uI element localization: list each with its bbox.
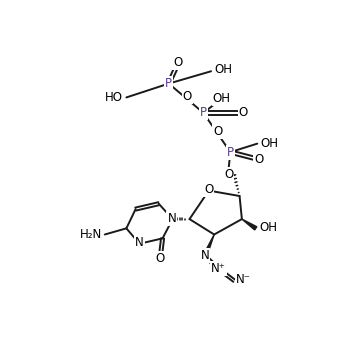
Text: O: O	[183, 90, 192, 103]
Text: N: N	[135, 237, 144, 250]
Polygon shape	[203, 234, 214, 257]
Text: O: O	[204, 183, 213, 196]
Text: O: O	[254, 153, 263, 166]
Text: OH: OH	[260, 221, 278, 234]
Text: O: O	[224, 168, 234, 181]
Text: O: O	[173, 56, 183, 69]
Text: HO: HO	[105, 91, 123, 104]
Text: OH: OH	[213, 92, 231, 105]
Text: O: O	[239, 106, 248, 119]
Polygon shape	[242, 219, 257, 230]
Text: O: O	[156, 252, 165, 265]
Text: H₂N: H₂N	[80, 228, 102, 241]
Text: P: P	[200, 106, 207, 119]
Text: N: N	[167, 212, 176, 225]
Text: N⁻: N⁻	[236, 273, 251, 286]
Text: N: N	[201, 249, 209, 262]
Text: P: P	[227, 146, 234, 159]
Text: OH: OH	[260, 137, 278, 150]
Text: OH: OH	[214, 63, 232, 76]
Text: P: P	[165, 77, 172, 90]
Text: O: O	[213, 125, 223, 138]
Text: N⁺: N⁺	[211, 262, 226, 275]
